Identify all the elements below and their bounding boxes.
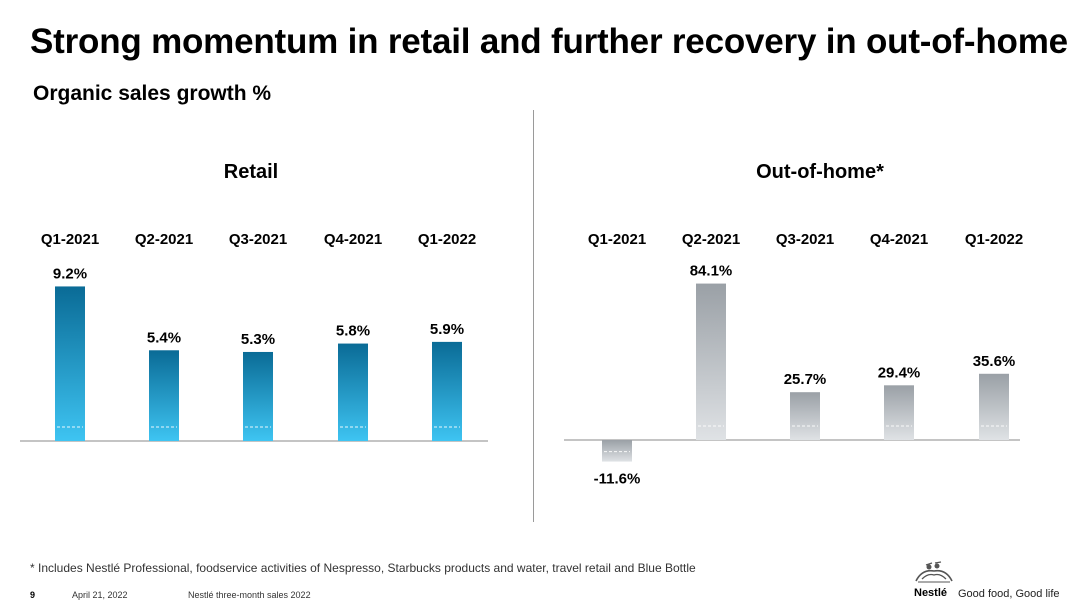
value-label: 35.6% xyxy=(973,353,1016,370)
brand-tagline: Good food, Good life xyxy=(958,588,1060,600)
bar xyxy=(696,283,726,440)
value-label: 5.3% xyxy=(241,331,275,348)
chart-title: Out-of-home* xyxy=(756,161,884,183)
category-label: Q2-2021 xyxy=(135,231,193,248)
value-label: 25.7% xyxy=(784,371,827,388)
value-label: 29.4% xyxy=(878,364,921,381)
bar xyxy=(149,350,179,441)
category-label: Q1-2022 xyxy=(965,231,1023,248)
nestle-nest-logo-icon xyxy=(915,561,953,583)
bar xyxy=(884,385,914,440)
footnote: * Includes Nestlé Professional, foodserv… xyxy=(30,561,696,575)
category-label: Q2-2021 xyxy=(682,231,740,248)
bar xyxy=(432,341,462,441)
bar xyxy=(243,351,273,441)
value-label: -11.6% xyxy=(594,471,641,488)
category-label: Q1-2021 xyxy=(41,231,99,248)
value-label: 5.4% xyxy=(147,329,181,346)
bar xyxy=(790,392,820,440)
category-label: Q3-2021 xyxy=(229,231,287,248)
footer-date: April 21, 2022 xyxy=(72,590,128,600)
value-label: 84.1% xyxy=(690,263,733,280)
category-label: Q1-2022 xyxy=(418,231,476,248)
chart-divider xyxy=(533,110,534,522)
page-number: 9 xyxy=(30,590,36,600)
footer-document-title: Nestlé three-month sales 2022 xyxy=(188,590,311,600)
category-label: Q3-2021 xyxy=(776,231,834,248)
category-label: Q4-2021 xyxy=(324,231,382,248)
category-label: Q4-2021 xyxy=(870,231,928,248)
bar xyxy=(338,343,368,441)
bar xyxy=(979,373,1009,440)
chart-title: Retail xyxy=(224,161,278,183)
bar xyxy=(55,286,85,441)
page-subtitle: Organic sales growth % xyxy=(33,82,272,105)
category-label: Q1-2021 xyxy=(588,231,646,248)
bar xyxy=(602,440,632,462)
value-label: 9.2% xyxy=(53,265,87,282)
value-label: 5.9% xyxy=(430,321,464,338)
page-title: Strong momentum in retail and further re… xyxy=(30,22,1068,61)
brand-name: Nestlé xyxy=(914,587,948,599)
value-label: 5.8% xyxy=(336,323,370,340)
